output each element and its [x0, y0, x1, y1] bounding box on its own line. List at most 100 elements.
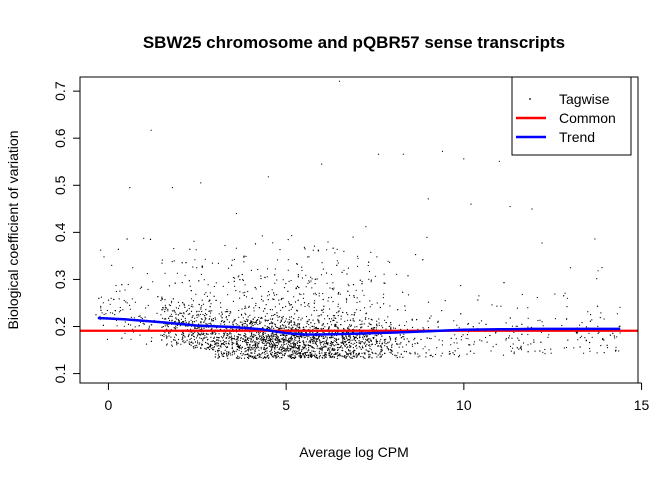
- tagwise-point: [452, 352, 454, 354]
- tagwise-point: [279, 357, 281, 359]
- tagwise-point: [285, 318, 287, 320]
- tagwise-point: [164, 318, 167, 320]
- tagwise-point: [209, 322, 212, 324]
- tagwise-point: [511, 337, 513, 339]
- tagwise-point: [271, 351, 273, 354]
- tagwise-point: [305, 326, 307, 328]
- tagwise-point: [310, 280, 312, 282]
- tagwise-point: [230, 354, 232, 356]
- tagwise-point: [269, 344, 271, 346]
- tagwise-point: [310, 322, 312, 324]
- tagwise-point: [198, 280, 200, 282]
- tagwise-point: [266, 352, 268, 354]
- tagwise-point: [215, 332, 217, 334]
- tagwise-point: [258, 354, 260, 356]
- tagwise-point: [100, 305, 102, 307]
- tagwise-point: [243, 322, 245, 325]
- tagwise-point: [213, 346, 216, 348]
- tagwise-point: [228, 333, 231, 335]
- tagwise-point: [302, 297, 304, 299]
- tagwise-point: [182, 316, 184, 318]
- tagwise-point: [276, 357, 278, 359]
- tagwise-point: [288, 356, 290, 358]
- tagwise-point: [340, 324, 342, 326]
- tagwise-point: [321, 346, 323, 348]
- tagwise-point: [307, 304, 309, 306]
- tagwise-point: [292, 328, 294, 330]
- tagwise-point: [330, 324, 333, 326]
- tagwise-point: [238, 349, 240, 351]
- tagwise-point: [307, 282, 309, 284]
- tagwise-point: [396, 273, 398, 275]
- tagwise-point: [500, 305, 502, 307]
- tagwise-point: [290, 324, 293, 326]
- tagwise-point: [240, 348, 243, 350]
- tagwise-point: [235, 247, 237, 249]
- tagwise-point: [368, 278, 370, 280]
- tagwise-point: [243, 320, 245, 322]
- tagwise-point: [254, 316, 256, 318]
- tagwise-point: [160, 334, 162, 336]
- tagwise-point: [192, 266, 194, 268]
- tagwise-point: [248, 354, 250, 356]
- tagwise-point: [364, 352, 366, 354]
- tagwise-point: [254, 343, 256, 345]
- tagwise-point: [122, 309, 124, 311]
- tagwise-point: [326, 323, 329, 325]
- tagwise-point: [395, 337, 397, 339]
- tagwise-point: [298, 355, 300, 357]
- tagwise-point: [228, 315, 230, 317]
- tagwise-point: [368, 357, 370, 359]
- tagwise-point: [359, 319, 361, 321]
- tagwise-point: [518, 348, 520, 350]
- tagwise-point: [363, 336, 366, 338]
- tagwise-point: [346, 347, 348, 349]
- tagwise-point: [162, 325, 164, 328]
- tagwise-point: [521, 333, 523, 335]
- tagwise-point: [583, 352, 585, 354]
- tagwise-point: [298, 293, 301, 295]
- tagwise-point: [296, 342, 298, 345]
- tagwise-point: [168, 332, 170, 335]
- tagwise-point: [337, 349, 339, 352]
- tagwise-point: [226, 354, 228, 356]
- tagwise-point: [467, 323, 469, 325]
- tagwise-point: [228, 354, 230, 356]
- tagwise-point: [208, 300, 210, 302]
- tagwise-point: [325, 272, 328, 274]
- tagwise-point: [123, 299, 125, 302]
- tagwise-point: [331, 331, 333, 333]
- tagwise-point: [245, 296, 248, 298]
- tagwise-point: [125, 301, 127, 303]
- tagwise-point: [383, 339, 386, 341]
- tagwise-point: [463, 158, 465, 160]
- tagwise-point: [320, 328, 322, 330]
- tagwise-point: [341, 336, 343, 338]
- tagwise-point: [289, 345, 291, 347]
- tagwise-point: [294, 313, 296, 315]
- tagwise-point: [282, 297, 284, 299]
- tagwise-point: [402, 336, 404, 338]
- tagwise-point: [342, 338, 344, 340]
- tagwise-point: [225, 343, 227, 345]
- tagwise-point: [132, 267, 134, 269]
- tagwise-point: [203, 337, 205, 339]
- tagwise-point: [366, 343, 368, 345]
- tagwise-point: [287, 341, 290, 343]
- tagwise-point: [376, 302, 378, 304]
- tagwise-point: [331, 318, 333, 320]
- tagwise-point: [279, 326, 281, 328]
- tagwise-point: [288, 338, 290, 340]
- tagwise-point: [285, 336, 287, 338]
- tagwise-point: [486, 341, 488, 343]
- tagwise-point: [358, 353, 360, 355]
- tagwise-point: [256, 339, 258, 341]
- tagwise-point: [233, 353, 236, 355]
- tagwise-point: [278, 341, 280, 343]
- tagwise-point: [249, 335, 251, 337]
- tagwise-point: [250, 269, 252, 271]
- tagwise-point: [345, 301, 348, 303]
- tagwise-point: [344, 320, 346, 322]
- tagwise-point: [260, 338, 262, 340]
- tagwise-point: [369, 354, 371, 356]
